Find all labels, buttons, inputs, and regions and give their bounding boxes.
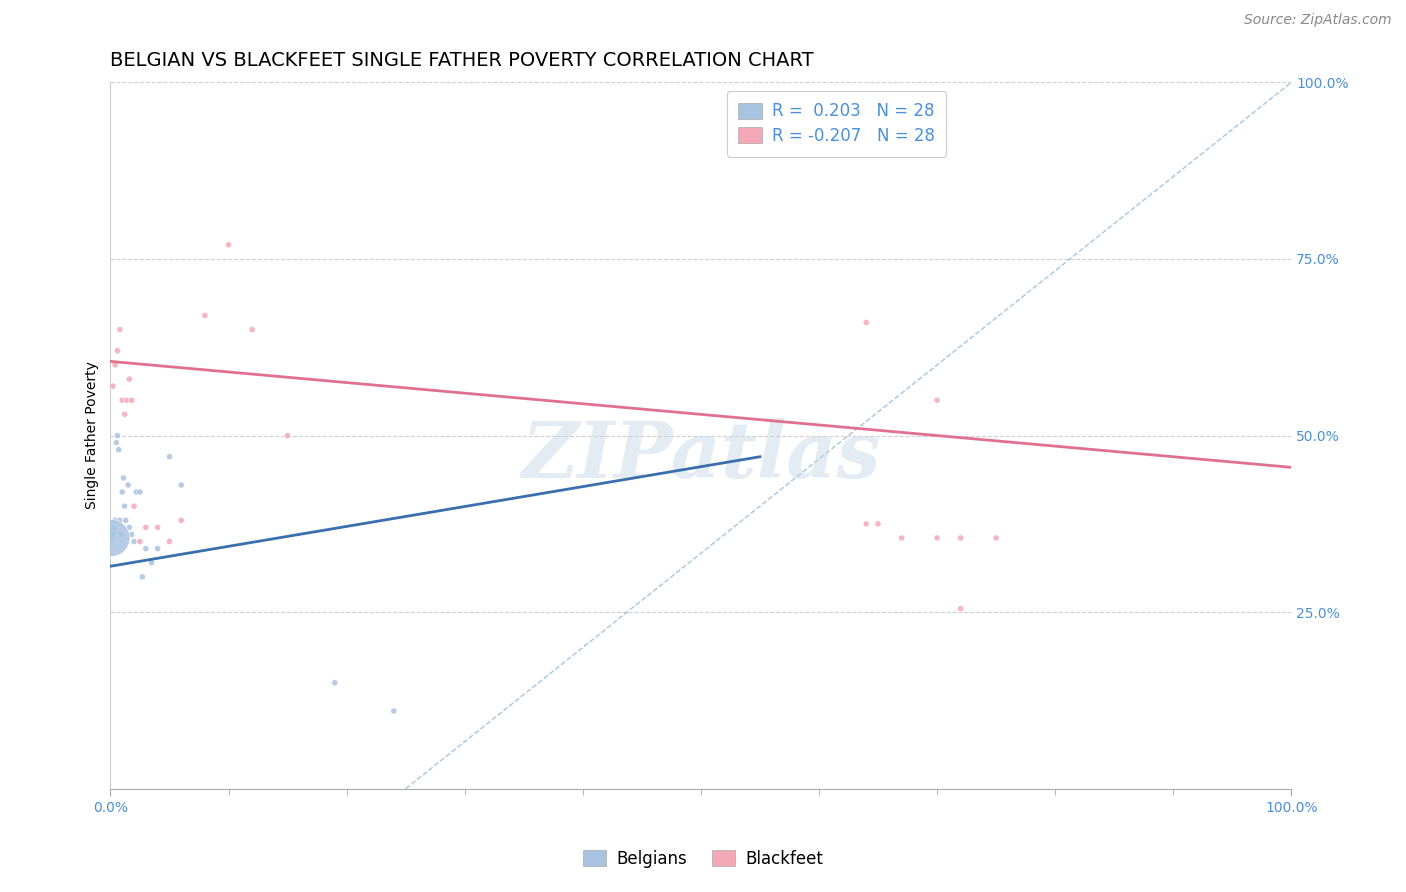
Point	[135, 541, 157, 556]
Legend: R =  0.203   N = 28, R = -0.207   N = 28: R = 0.203 N = 28, R = -0.207 N = 28	[727, 91, 946, 157]
Point	[107, 343, 129, 358]
Point	[110, 527, 132, 541]
Point	[122, 534, 145, 549]
Point	[103, 520, 125, 534]
Point	[104, 513, 127, 527]
Text: BELGIAN VS BLACKFEET SINGLE FATHER POVERTY CORRELATION CHART: BELGIAN VS BLACKFEET SINGLE FATHER POVER…	[111, 51, 814, 70]
Point	[108, 322, 131, 336]
Point	[170, 513, 193, 527]
Point	[323, 675, 346, 690]
Point	[925, 531, 948, 545]
Text: Source: ZipAtlas.com: Source: ZipAtlas.com	[1244, 13, 1392, 28]
Point	[114, 499, 136, 513]
Point	[100, 531, 122, 545]
Point	[277, 428, 299, 442]
Point	[131, 570, 153, 584]
Point	[218, 237, 240, 252]
Point	[949, 601, 972, 615]
Point	[925, 393, 948, 408]
Point	[135, 520, 157, 534]
Point	[866, 516, 889, 531]
Point	[118, 372, 141, 386]
Point	[108, 513, 131, 527]
Point	[114, 408, 136, 422]
Point	[125, 485, 148, 500]
Point	[122, 499, 145, 513]
Point	[107, 428, 129, 442]
Point	[129, 534, 152, 549]
Point	[146, 520, 169, 534]
Point	[105, 435, 128, 450]
Point	[101, 379, 124, 393]
Point	[107, 442, 129, 457]
Point	[121, 527, 143, 541]
Point	[855, 316, 877, 330]
Point	[240, 322, 263, 336]
Point	[890, 531, 912, 545]
Point	[949, 531, 972, 545]
Point	[112, 471, 135, 485]
Text: ZIPatlas: ZIPatlas	[522, 418, 880, 495]
Legend: Belgians, Blackfeet: Belgians, Blackfeet	[576, 844, 830, 875]
Point	[111, 393, 134, 408]
Point	[984, 531, 1007, 545]
Point	[114, 513, 136, 527]
Point	[111, 485, 134, 500]
Point	[118, 520, 141, 534]
Point	[382, 704, 405, 718]
Point	[129, 485, 152, 500]
Point	[104, 358, 127, 372]
Point	[159, 450, 181, 464]
Y-axis label: Single Father Poverty: Single Father Poverty	[86, 361, 100, 509]
Point	[141, 556, 163, 570]
Point	[159, 534, 181, 549]
Point	[170, 478, 193, 492]
Point	[855, 516, 877, 531]
Point	[101, 527, 124, 541]
Point	[146, 541, 169, 556]
Point	[121, 393, 143, 408]
Point	[115, 393, 138, 408]
Point	[117, 478, 139, 492]
Point	[100, 531, 122, 545]
Point	[194, 309, 217, 323]
